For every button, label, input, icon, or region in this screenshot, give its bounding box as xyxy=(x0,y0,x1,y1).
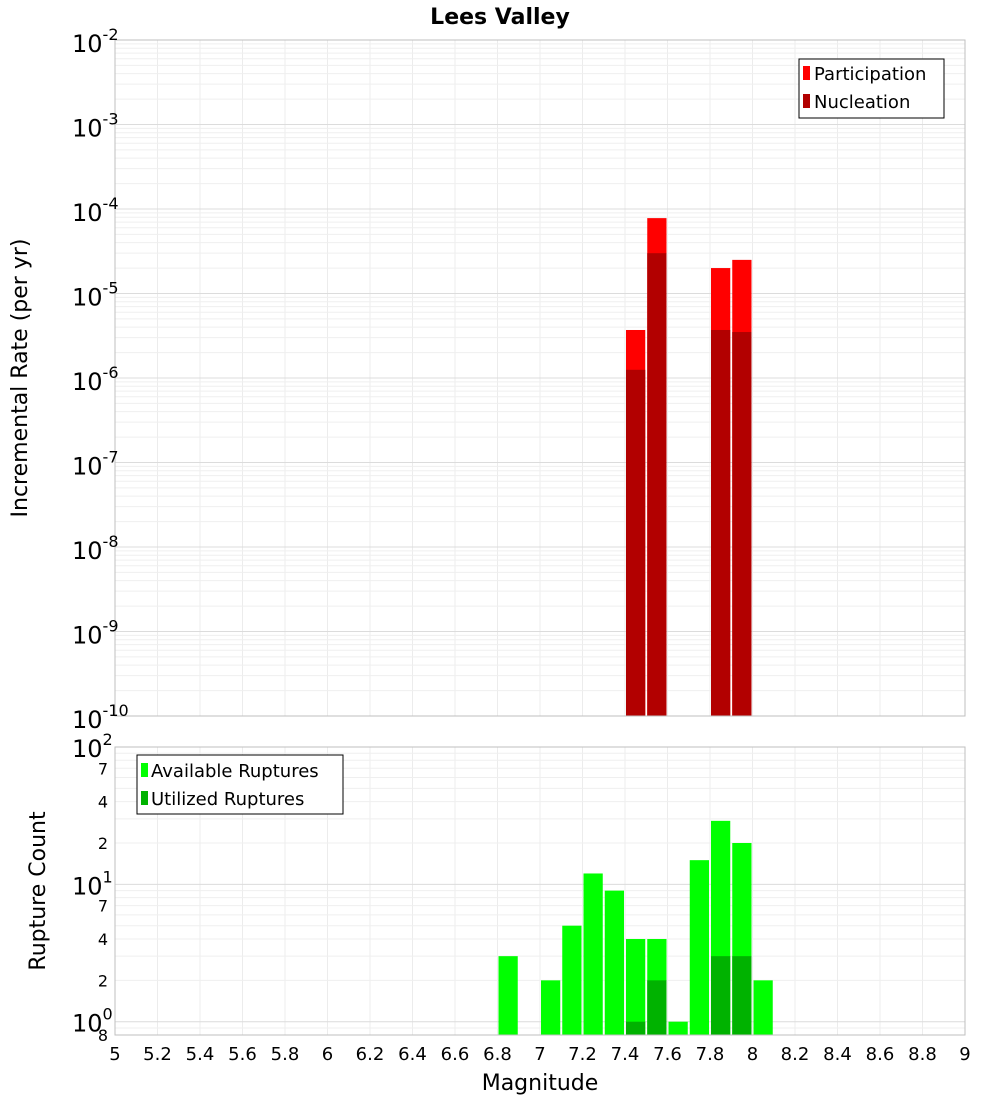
x-tick-label: 5.2 xyxy=(143,1044,172,1065)
x-tick-label: 7 xyxy=(534,1044,545,1065)
top-y-tick-labels: 10-2 10-3 10-4 10-5 10-6 10-7 10-8 10-9 10-10 xyxy=(72,25,129,734)
bar-available-ruptures xyxy=(562,925,582,1035)
bar-nucleation xyxy=(732,332,752,716)
legend-label-available: Available Ruptures xyxy=(151,761,319,782)
x-tick-label: 7.2 xyxy=(568,1044,597,1065)
x-tick-label: 8.4 xyxy=(823,1044,852,1065)
x-tick-label: 7.4 xyxy=(611,1044,640,1065)
top-y-tick-label: 10-9 xyxy=(72,617,119,650)
bottom-y-major-tick-label: 102 xyxy=(72,730,113,763)
x-tick-label: 6.6 xyxy=(441,1044,470,1065)
x-tick-labels: 5 5.2 5.4 5.6 5.8 6 6.2 6.4 6.6 6.8 7 7.2 7.4 7.6 7.8 8… xyxy=(109,1044,970,1065)
bottom-y-minor-tick-label: 2 xyxy=(98,834,108,853)
bar-utilized-ruptures xyxy=(647,980,667,1035)
x-tick-label: 6.4 xyxy=(398,1044,427,1065)
bar-available-ruptures xyxy=(626,939,646,1035)
top-y-tick-label: 10-4 xyxy=(72,194,119,227)
top-y-tick-label: 10-10 xyxy=(72,701,129,734)
x-tick-label: 8 xyxy=(747,1044,758,1065)
top-y-axis-label: Incremental Rate (per yr) xyxy=(8,239,33,518)
top-panel: 10-2 10-3 10-4 10-5 10-6 10-7 10-8 10-9 10-10 In… xyxy=(8,25,966,734)
bar-available-ruptures xyxy=(583,873,603,1035)
bottom-legend-box xyxy=(136,754,344,815)
top-legend-box xyxy=(798,58,945,119)
x-tick-label: 5.8 xyxy=(271,1044,300,1065)
x-tick-label: 5.6 xyxy=(228,1044,257,1065)
x-tick-label: 8.2 xyxy=(781,1044,810,1065)
x-tick-label: 6.2 xyxy=(356,1044,385,1065)
x-tick-label: 7.6 xyxy=(653,1044,682,1065)
x-tick-label: 6 xyxy=(322,1044,333,1065)
bar-nucleation xyxy=(647,253,667,716)
bottom-y-axis-label: Rupture Count xyxy=(26,811,51,971)
bar-utilized-ruptures xyxy=(711,956,731,1035)
bottom-y-minor-tick-label: 4 xyxy=(98,793,108,812)
bottom-y-minor-tick-label: 2 xyxy=(98,971,108,990)
top-legend: Participation Nucleation xyxy=(798,58,945,119)
bottom-y-major-tick-label: 100 xyxy=(72,1005,113,1038)
bar-nucleation xyxy=(711,329,731,716)
top-y-tick-label: 10-3 xyxy=(72,110,119,143)
legend-label-participation: Participation xyxy=(814,64,926,85)
bottom-grid xyxy=(115,747,965,1035)
bottom-legend: Available Ruptures Utilized Ruptures xyxy=(136,754,344,815)
bottom-panel: 102 101 100 7 4 2 7 4 2 8 5 5.2 5.4 5.6 5.8 6 6.2 6.4 6.6… xyxy=(26,730,971,1096)
bottom-plot-frame xyxy=(114,746,966,1036)
bar-available-ruptures xyxy=(668,1021,688,1035)
bottom-y-minor-tick-label: 4 xyxy=(98,930,108,949)
x-tick-label: 5.4 xyxy=(186,1044,215,1065)
x-tick-label: 6.8 xyxy=(483,1044,512,1065)
chart-title: Lees Valley xyxy=(430,5,570,30)
bottom-y-minor-tick-label: 7 xyxy=(98,897,108,916)
bottom-y-minor-tick-label: 7 xyxy=(98,759,108,778)
legend-swatch-nucleation xyxy=(803,94,810,108)
x-tick-label: 5 xyxy=(109,1044,120,1065)
bar-available-ruptures xyxy=(541,980,561,1035)
top-y-tick-label: 10-6 xyxy=(72,363,119,396)
top-y-tick-label: 10-8 xyxy=(72,532,119,565)
bottom-y-major-tick-label: 101 xyxy=(72,867,113,900)
bar-available-ruptures xyxy=(604,890,624,1035)
top-y-tick-label: 10-7 xyxy=(72,448,119,481)
bottom-y-minor-tick-label: 8 xyxy=(98,1026,108,1045)
x-axis-label: Magnitude xyxy=(482,1071,599,1096)
top-plot-frame xyxy=(114,39,966,717)
bar-utilized-ruptures xyxy=(732,956,752,1035)
top-y-tick-label: 10-5 xyxy=(72,279,119,312)
legend-swatch-available xyxy=(141,763,148,777)
bottom-bars xyxy=(498,820,773,1035)
legend-swatch-participation xyxy=(803,66,810,80)
top-y-tick-label: 10-2 xyxy=(72,25,119,58)
bar-utilized-ruptures xyxy=(626,1021,646,1035)
legend-label-utilized: Utilized Ruptures xyxy=(151,789,304,810)
bar-nucleation xyxy=(626,369,646,716)
legend-label-nucleation: Nucleation xyxy=(814,92,910,113)
bar-available-ruptures xyxy=(498,956,518,1035)
bottom-y-tick-labels: 102 101 100 7 4 2 7 4 2 8 xyxy=(72,730,113,1045)
legend-swatch-utilized xyxy=(141,791,148,805)
top-grid xyxy=(115,40,965,717)
bar-available-ruptures xyxy=(689,860,709,1035)
x-tick-label: 9 xyxy=(959,1044,970,1065)
x-tick-label: 8.8 xyxy=(908,1044,937,1065)
x-tick-label: 7.8 xyxy=(696,1044,725,1065)
x-tick-label: 8.6 xyxy=(866,1044,895,1065)
top-bars xyxy=(626,218,752,716)
bar-available-ruptures xyxy=(753,980,773,1035)
